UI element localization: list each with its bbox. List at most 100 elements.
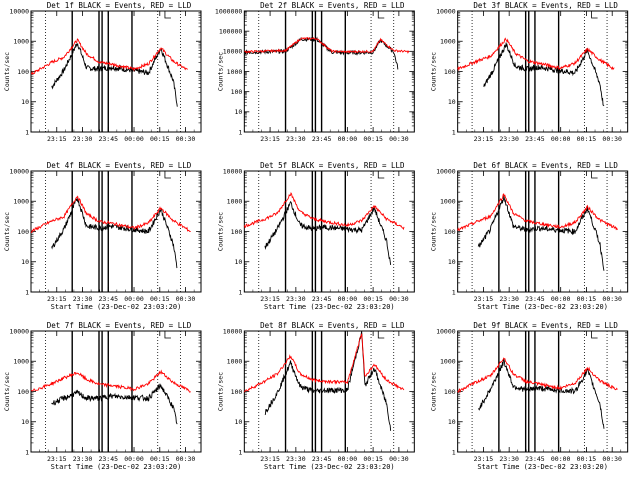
x-tick-label: 00:30 xyxy=(176,295,196,303)
x-tick-label: 00:15 xyxy=(150,455,170,463)
x-tick-label: 00:00 xyxy=(338,455,358,463)
panel-5: Det 5f BLACK = Events, RED = LLD Counts/s… xyxy=(216,161,415,311)
y-tick-label: 100 xyxy=(17,68,29,76)
x-tick-label: 00:30 xyxy=(176,135,196,143)
y-tick-label: 1 xyxy=(452,288,456,296)
lld-series-line xyxy=(243,333,405,393)
x-tick-label: 00:15 xyxy=(150,135,170,143)
y-tick-label: 10000 xyxy=(223,327,243,335)
y-tick-label: 1 xyxy=(238,288,242,296)
x-tick-label: 00:30 xyxy=(389,295,409,303)
x-tick-label: 23:30 xyxy=(73,295,93,303)
x-tick-label: 23:15 xyxy=(474,455,494,463)
plot-frame xyxy=(243,170,415,293)
x-axis-label: Start Time (23-Dec-02 23:03:20) xyxy=(264,303,395,311)
y-tick-label: 1 xyxy=(25,448,29,456)
x-tick-label: 23:30 xyxy=(499,295,519,303)
panel-4: Det 4f BLACK = Events, RED = LLD Counts/s… xyxy=(3,161,202,311)
x-tick-label: 23:45 xyxy=(525,455,545,463)
y-tick-label: 10000 xyxy=(223,167,243,175)
y-tick-label: 100 xyxy=(444,68,456,76)
panel-title: Det 8f BLACK = Events, RED = LLD xyxy=(260,321,405,330)
y-tick-label: 10000 xyxy=(436,327,456,335)
x-tick-label: 23:30 xyxy=(286,295,306,303)
x-tick-label: 23:45 xyxy=(98,295,118,303)
y-tick-label: 100 xyxy=(444,228,456,236)
y-tick-label: 1000 xyxy=(13,358,29,366)
x-tick-label: 23:30 xyxy=(286,135,306,143)
y-axis-label: Counts/sec xyxy=(430,372,438,411)
lld-series-line xyxy=(457,357,618,394)
x-tick-label: 23:45 xyxy=(98,135,118,143)
y-axis-label: Counts/sec xyxy=(216,52,224,91)
x-tick-label: 23:45 xyxy=(312,135,332,143)
x-tick-label: 00:00 xyxy=(551,295,571,303)
x-tick-label: 23:15 xyxy=(474,135,494,143)
x-tick-label: 23:15 xyxy=(260,135,280,143)
x-tick-label: 00:30 xyxy=(389,455,409,463)
y-tick-label: 10 xyxy=(21,418,29,426)
x-tick-label: 00:00 xyxy=(124,135,144,143)
x-tick-label: 23:30 xyxy=(73,135,93,143)
y-axis-label: Counts/sec xyxy=(430,52,438,91)
x-tick-label: 23:30 xyxy=(499,455,519,463)
x-axis-label: Start Time (23-Dec-02 23:03:20) xyxy=(477,303,608,311)
y-axis-label: Counts/sec xyxy=(3,212,11,251)
y-tick-label: 1000 xyxy=(440,38,456,46)
x-axis-label: Start Time (23-Dec-02 23:03:20) xyxy=(51,463,182,471)
y-tick-label: 1 xyxy=(238,448,242,456)
y-tick-label: 1000 xyxy=(440,358,456,366)
plot-frame xyxy=(457,330,629,453)
gap-marker xyxy=(591,331,598,339)
x-tick-label: 23:15 xyxy=(47,455,67,463)
y-tick-label: 10000 xyxy=(9,7,29,15)
y-tick-label: 10 xyxy=(448,258,456,266)
y-tick-label: 1000 xyxy=(13,38,29,46)
y-tick-label: 10000 xyxy=(9,327,29,335)
y-tick-label: 10000 xyxy=(223,48,243,56)
gap-marker xyxy=(377,171,385,179)
x-tick-label: 23:45 xyxy=(525,135,545,143)
panel-1: Det 1f BLACK = Events, RED = LLD Counts/s… xyxy=(3,1,202,143)
y-tick-label: 1000 xyxy=(13,198,29,206)
y-tick-label: 1 xyxy=(452,448,456,456)
plot-frame xyxy=(30,330,202,453)
y-tick-label: 100000 xyxy=(219,27,243,35)
x-tick-label: 00:00 xyxy=(551,135,571,143)
x-tick-label: 23:15 xyxy=(47,135,67,143)
lld-series-line xyxy=(244,37,410,54)
panel-title: Det 6f BLACK = Events, RED = LLD xyxy=(473,161,618,170)
y-tick-label: 10 xyxy=(21,98,29,106)
events-series-line xyxy=(51,42,178,107)
plot-frame xyxy=(30,170,202,293)
x-tick-label: 00:30 xyxy=(602,455,622,463)
x-tick-label: 23:45 xyxy=(312,295,332,303)
x-tick-label: 00:15 xyxy=(150,295,170,303)
y-tick-label: 100 xyxy=(17,388,29,396)
y-axis-label: Counts/sec xyxy=(3,372,11,411)
x-tick-label: 23:45 xyxy=(98,455,118,463)
gap-marker xyxy=(591,171,598,179)
panel-9: Det 9f BLACK = Events, RED = LLD Counts/s… xyxy=(430,321,629,471)
x-tick-label: 23:30 xyxy=(499,135,519,143)
x-axis-label: Start Time (23-Dec-02 23:03:20) xyxy=(51,303,182,311)
panel-title: Det 2f BLACK = Events, RED = LLD xyxy=(260,1,405,10)
y-axis-label: Counts/sec xyxy=(216,212,224,251)
x-tick-label: 23:45 xyxy=(525,295,545,303)
lld-series-line xyxy=(30,369,191,393)
events-series-line xyxy=(477,358,605,429)
lld-series-line xyxy=(457,193,618,231)
y-axis-label: Counts/sec xyxy=(216,372,224,411)
x-tick-label: 00:15 xyxy=(577,135,597,143)
y-tick-label: 10000 xyxy=(9,167,29,175)
x-tick-label: 23:15 xyxy=(260,455,280,463)
events-series-line xyxy=(477,195,605,271)
y-tick-label: 1 xyxy=(238,128,242,136)
y-tick-label: 1000 xyxy=(227,198,243,206)
panel-title: Det 3f BLACK = Events, RED = LLD xyxy=(473,1,618,10)
x-tick-label: 23:30 xyxy=(73,455,93,463)
events-series-line xyxy=(264,200,392,265)
x-tick-label: 00:00 xyxy=(124,295,144,303)
y-tick-label: 100 xyxy=(444,388,456,396)
